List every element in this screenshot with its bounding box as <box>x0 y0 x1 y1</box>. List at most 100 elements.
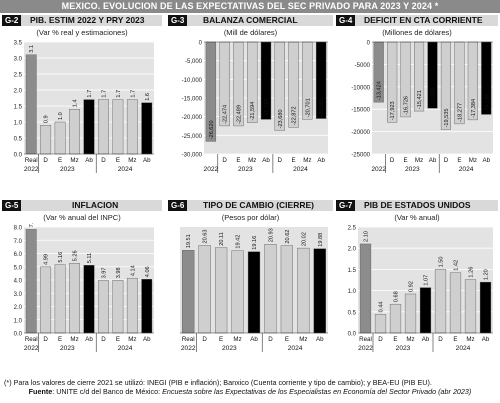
panel-header <box>2 15 162 26</box>
category-label: D <box>378 336 383 343</box>
panel-title: DEFICIT EN CTA CORRIENTE <box>364 15 483 25</box>
chart-inflacion: 0.0 1.0 2.0 3.0 4.0 5.0 6.0 7.0 8.0 7.82 4.99 5.16 5… <box>14 223 154 352</box>
panel-subtitle: (Var % real y estimaciones) <box>36 28 128 37</box>
group-label: 2023 <box>396 345 411 352</box>
data-label: 4.99 <box>44 254 50 265</box>
panel-header <box>168 200 333 211</box>
data-label: 1.7 <box>101 90 107 98</box>
y-tick-label: -30,000 <box>182 153 203 159</box>
bar <box>231 250 244 334</box>
panel-header <box>336 200 498 211</box>
data-label: 1.50 <box>439 257 445 268</box>
data-label: 5.16 <box>58 252 64 263</box>
panel-inflacion: G-5 INFLACION (Var % anual del INPC) 0.0… <box>2 200 162 378</box>
bar <box>98 99 109 155</box>
data-label: -22,872 <box>292 106 298 125</box>
data-label: 19.51 <box>186 234 192 248</box>
bar <box>25 229 37 334</box>
bar <box>464 279 477 334</box>
footnote-text: (*) Para los valores de cierre 2021 se u… <box>4 378 432 387</box>
bar <box>359 243 372 334</box>
bar <box>126 99 138 155</box>
panel-subtitle: (Var % anual del INPC) <box>43 213 121 222</box>
chart-pib-estados-unidos: 0.0 0.5 1.0 1.5 2.0 2.5 2.10 0.44 0.68 0.92 1.07 1.… <box>348 226 493 352</box>
data-label: 2.10 <box>364 231 370 242</box>
data-label: 0.44 <box>379 301 385 312</box>
category-label: D <box>278 157 283 164</box>
y-tick-label: 1.5 <box>348 268 357 274</box>
data-label: -26,620 <box>209 120 215 139</box>
group-label: 2023 <box>405 166 420 173</box>
bar <box>112 280 124 334</box>
y-tick-label: -20000 <box>351 130 370 136</box>
data-label: 4.06 <box>145 266 151 277</box>
chart-deficit-cta-corriente: 0 -5000 -10000 -15000 -20000 -25000 -13,424 -17… <box>351 41 493 173</box>
category-label: Ab <box>316 336 324 343</box>
data-label: 3.1 <box>29 45 35 53</box>
category-label: Ab <box>317 157 325 164</box>
y-tick-label: 0.5 <box>348 310 357 316</box>
category-label: Mz <box>406 336 414 343</box>
bar <box>313 248 326 334</box>
data-label: 0.92 <box>409 281 415 292</box>
group-label: 2022 <box>204 166 219 173</box>
y-tick-label: -10,000 <box>182 78 203 84</box>
panel-title: INFLACION <box>72 200 119 210</box>
source-text: : UNITE c/d del Banco de México: <box>52 387 163 396</box>
category-label: Ab <box>250 336 258 343</box>
category-label: Ab <box>143 157 151 164</box>
y-tick-label: 3.0 <box>14 57 23 63</box>
category-label: Mz <box>233 336 241 343</box>
data-label: 20.11 <box>219 232 225 246</box>
category-label: D <box>438 336 443 343</box>
group-label: 2023 <box>60 345 75 352</box>
bar <box>280 245 294 334</box>
source-title: Encuesta sobre las Expectativas de los E… <box>162 387 472 396</box>
group-label: 2024 <box>456 345 471 352</box>
category-label: Mz <box>469 157 477 164</box>
data-label: 1.7 <box>116 90 122 98</box>
bar <box>264 244 277 334</box>
panel-title: PIB. ESTIM 2022 Y PRY 2023 <box>30 15 145 25</box>
y-tick-label: -15000 <box>351 108 370 114</box>
group-label: 2024 <box>288 345 303 352</box>
data-label: 1.20 <box>484 269 490 280</box>
y-tick-label: 0.0 <box>14 153 23 159</box>
y-tick-label: 1.0 <box>14 318 23 324</box>
panel-header <box>168 15 333 26</box>
y-tick-label: 6.0 <box>14 252 23 258</box>
data-label: 1.26 <box>469 267 475 278</box>
y-tick-label: 0 <box>367 41 371 47</box>
category-label: Real <box>25 336 38 343</box>
bar <box>69 263 80 334</box>
data-label: 1.7 <box>130 90 136 98</box>
y-tick-label: 0.0 <box>14 332 23 338</box>
y-tick-label: 2.5 <box>14 73 23 79</box>
category-label: Mz <box>303 157 311 164</box>
y-tick-label: 0.5 <box>14 137 23 143</box>
group-label: 2023 <box>60 166 75 173</box>
panel-code: G-3 <box>168 15 188 26</box>
bar <box>40 124 52 155</box>
bar <box>434 269 447 334</box>
panel-code: G-7 <box>336 200 356 211</box>
chart-balanza-comercial: 0 -5,000 -10,000 -15,000 -20,000 -25,000 -30,0… <box>182 41 328 173</box>
group-label: 2024 <box>118 166 133 173</box>
category-label: D <box>43 157 48 164</box>
category-label: E <box>219 336 223 343</box>
category-label: Mz <box>128 336 136 343</box>
panel-title: TIPO DE CAMBIO (CIERRE) <box>203 200 314 210</box>
data-label: -17,923 <box>390 101 396 120</box>
y-tick-label: -10000 <box>351 85 370 91</box>
category-label: Real <box>359 336 372 343</box>
group-label: 2022 <box>181 345 196 352</box>
panel-deficit-cta-corriente: G-4 DEFICIT EN CTA CORRIENTE (Millones d… <box>336 15 498 198</box>
y-tick-label: -25,000 <box>182 134 203 140</box>
category-label: D <box>101 157 106 164</box>
category-label: D <box>222 157 227 164</box>
category-label: Ab <box>482 157 490 164</box>
data-label: -16,726 <box>404 96 410 115</box>
bar <box>83 265 95 334</box>
data-label: 1.0 <box>58 112 64 120</box>
panel-balanza-comercial: G-3 BALANZA COMERCIAL (Mill de dólares) … <box>168 15 333 198</box>
